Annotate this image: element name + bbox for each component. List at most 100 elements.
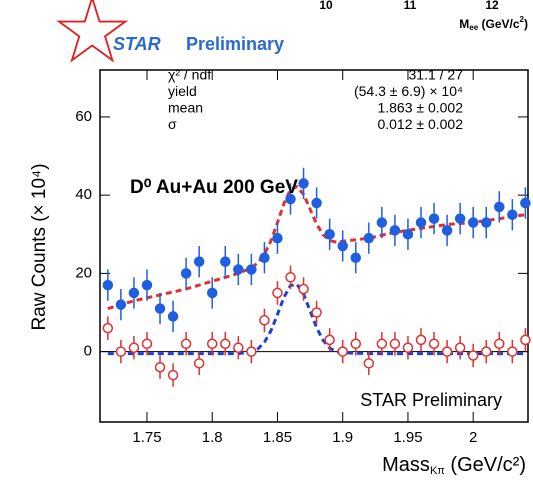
data-point bbox=[467, 217, 479, 228]
data-point bbox=[311, 197, 322, 209]
data-point bbox=[337, 346, 348, 357]
data-point bbox=[102, 279, 114, 291]
data-point bbox=[206, 338, 218, 350]
data-point bbox=[428, 213, 440, 224]
y-tick-label: 0 bbox=[84, 343, 92, 360]
x-tick-label: 1.75 bbox=[132, 429, 161, 446]
data-point bbox=[520, 334, 531, 346]
data-point bbox=[128, 287, 140, 299]
x-tick-label: 1.85 bbox=[263, 429, 292, 446]
label-sub: ee bbox=[469, 23, 478, 32]
header-tick: 11 bbox=[404, 0, 417, 12]
data-point bbox=[180, 268, 192, 279]
data-point bbox=[285, 272, 296, 283]
data-point bbox=[154, 303, 166, 314]
y-tick-label: 60 bbox=[75, 108, 92, 125]
data-point bbox=[272, 287, 283, 299]
data-point bbox=[507, 209, 518, 220]
data-point bbox=[324, 229, 335, 240]
data-point bbox=[259, 252, 270, 263]
data-point bbox=[246, 264, 257, 275]
data-point bbox=[454, 342, 466, 353]
data-point bbox=[441, 225, 453, 236]
x-tick-label: 1.9 bbox=[332, 429, 353, 446]
fit-value: 0.012 ± 0.002 bbox=[377, 116, 463, 132]
data-point bbox=[376, 217, 388, 228]
data-point bbox=[402, 229, 414, 240]
label-sup: 2 bbox=[520, 15, 525, 24]
x-axis-label: MassKπ (GeV/c²) bbox=[382, 454, 526, 477]
data-point bbox=[259, 315, 270, 326]
data-point bbox=[167, 311, 179, 322]
data-point bbox=[363, 232, 375, 244]
logo-name: STAR bbox=[113, 34, 161, 54]
data-point bbox=[337, 240, 348, 252]
watermark: STAR Preliminary bbox=[360, 390, 502, 410]
logo-star bbox=[56, 0, 129, 63]
plot-frame bbox=[99, 69, 529, 423]
data-point bbox=[363, 358, 375, 369]
label-part: (GeV/c²) bbox=[445, 454, 526, 476]
data-point bbox=[128, 342, 140, 353]
data-point bbox=[415, 217, 427, 228]
x-tick-label: 1.8 bbox=[202, 429, 223, 446]
fit-label: mean bbox=[168, 100, 203, 116]
data-point bbox=[206, 287, 218, 299]
data-point bbox=[193, 256, 205, 267]
data-point bbox=[233, 264, 244, 275]
label-part: (GeV/c bbox=[478, 17, 520, 31]
data-point bbox=[507, 346, 518, 357]
data-point bbox=[285, 193, 296, 205]
fit-label: σ bbox=[168, 116, 177, 132]
data-point bbox=[167, 369, 179, 381]
data-point bbox=[350, 252, 362, 263]
data-point bbox=[520, 197, 531, 209]
data-point bbox=[480, 217, 492, 228]
data-point bbox=[494, 201, 505, 213]
data-point bbox=[141, 279, 153, 291]
data-point bbox=[115, 299, 127, 310]
data-point bbox=[102, 322, 114, 334]
data-point bbox=[233, 342, 244, 353]
data-point bbox=[246, 346, 257, 357]
fit-value: 31.1 / 27 bbox=[409, 67, 464, 83]
label-part: Mass bbox=[382, 454, 430, 476]
data-point bbox=[298, 283, 309, 295]
fit-label: χ² / ndf bbox=[168, 67, 211, 83]
x-tick-label: 1.95 bbox=[393, 429, 422, 446]
fit-label: yield bbox=[168, 83, 197, 99]
data-point bbox=[402, 342, 414, 353]
data-point bbox=[376, 338, 388, 350]
label-part: ) bbox=[524, 17, 528, 31]
fit-curve bbox=[107, 184, 526, 311]
data-point bbox=[467, 350, 479, 361]
logo-text: Preliminary bbox=[186, 34, 284, 54]
data-point bbox=[311, 307, 322, 318]
data-point bbox=[428, 338, 440, 350]
fit-value: 1.863 ± 0.002 bbox=[377, 100, 463, 116]
data-point bbox=[180, 338, 192, 350]
data-point bbox=[141, 338, 153, 350]
data-point bbox=[193, 358, 205, 369]
annotation: D⁰ Au+Au 200 GeV bbox=[130, 177, 298, 198]
data-point bbox=[389, 338, 401, 350]
label-part: M bbox=[459, 17, 469, 31]
data-point bbox=[324, 334, 335, 346]
data-point bbox=[415, 334, 427, 346]
x-tick-label: 2 bbox=[469, 429, 477, 446]
data-point bbox=[350, 338, 362, 350]
header-axis-label: Mee (GeV/c2) bbox=[459, 15, 528, 32]
y-axis-label: Raw Counts (× 10⁴) bbox=[29, 163, 50, 330]
header-tick: 12 bbox=[485, 0, 499, 12]
data-point bbox=[480, 346, 492, 357]
data-point bbox=[154, 361, 166, 373]
header-tick: 10 bbox=[319, 0, 333, 12]
cropped-header: 10 11 12 Mee (GeV/c2) bbox=[319, 0, 528, 32]
data-point bbox=[220, 338, 231, 350]
y-tick-label: 40 bbox=[75, 186, 92, 203]
data-point bbox=[220, 256, 231, 267]
data-point bbox=[454, 213, 466, 224]
label-sub: Kπ bbox=[430, 465, 445, 477]
